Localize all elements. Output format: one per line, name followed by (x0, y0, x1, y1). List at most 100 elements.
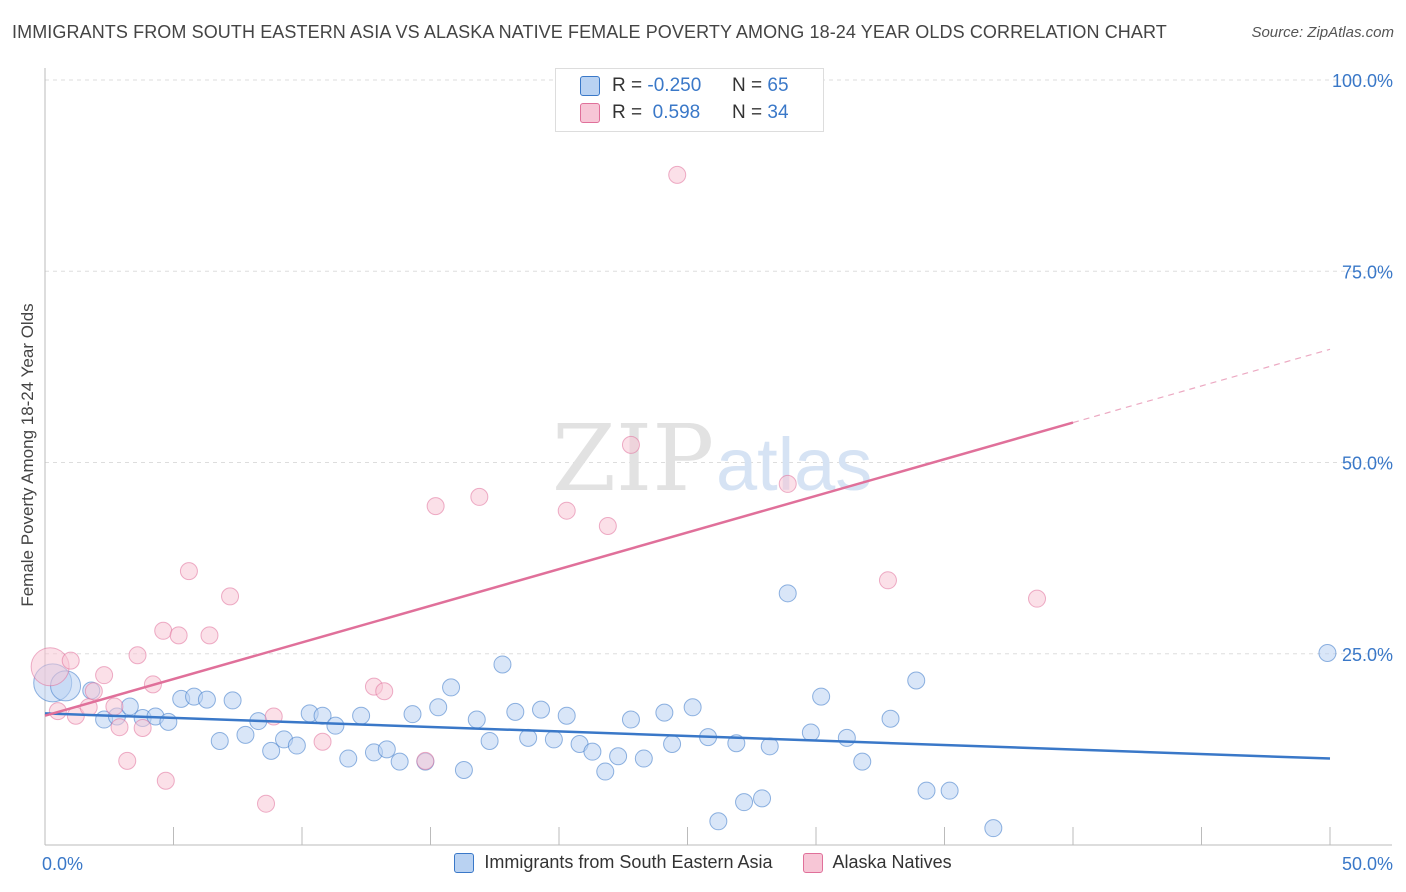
data-point (778, 584, 797, 603)
legend-n-value: 34 (767, 102, 789, 123)
data-point (1318, 643, 1337, 662)
watermark-atlas: atlas (716, 423, 872, 506)
data-point (596, 762, 615, 781)
trend-lines (44, 348, 1331, 760)
data-point (881, 709, 900, 728)
legend-n-label: N = (732, 75, 763, 96)
legend-swatch-blue (580, 76, 600, 96)
data-point (583, 742, 602, 761)
data-point (236, 725, 255, 744)
y-tick-label: 50.0% (1342, 454, 1393, 474)
data-point (493, 655, 512, 674)
legend-r-label: R = (612, 102, 643, 123)
data-point (519, 728, 538, 747)
data-point (223, 691, 242, 710)
data-point (133, 718, 152, 737)
data-point (532, 700, 551, 719)
legend-swatch-pink (802, 852, 823, 873)
data-point (95, 666, 114, 685)
legend-r-value: -0.250 (647, 75, 702, 96)
y-tick-label: 100.0% (1332, 71, 1393, 91)
legend-label: Immigrants from South Eastern Asia (484, 852, 773, 872)
data-point (159, 712, 178, 731)
data-point (375, 682, 394, 701)
data-point (778, 474, 797, 493)
trend-line-alaska (44, 421, 1074, 717)
data-point (760, 737, 779, 756)
data-point (454, 761, 473, 780)
legend-row-alaska: R = 0.598 N = 34 (580, 100, 789, 126)
data-point (169, 626, 188, 645)
data-point (621, 435, 640, 454)
legend-item-alaska[interactable]: Alaska Natives (802, 852, 952, 873)
data-point (907, 671, 926, 690)
data-point (598, 516, 617, 535)
data-point (179, 562, 198, 581)
data-point (634, 749, 653, 768)
data-point (470, 487, 489, 506)
data-point (84, 682, 103, 701)
data-point (118, 751, 137, 770)
data-point (105, 697, 124, 716)
data-point (557, 501, 576, 520)
data-point (544, 730, 563, 749)
data-point (812, 687, 831, 706)
data-point (753, 789, 772, 808)
data-point (709, 812, 728, 831)
data-point (609, 747, 628, 766)
data-point (506, 702, 525, 721)
series-legend: Immigrants from South Eastern Asia Alask… (0, 852, 1406, 873)
data-point (837, 728, 856, 747)
series-immigrants-points (33, 584, 1337, 838)
data-point (403, 705, 422, 724)
legend-item-immigrants[interactable]: Immigrants from South Eastern Asia (454, 852, 773, 873)
x-tick-label: 50.0% (1342, 854, 1393, 874)
data-point (426, 497, 445, 516)
data-point (262, 741, 281, 760)
data-point (1028, 589, 1047, 608)
data-point (984, 819, 1003, 838)
legend-swatch-blue (454, 852, 475, 873)
legend-swatch-pink (580, 103, 600, 123)
data-point (416, 751, 435, 770)
trend-line-immigrants (44, 712, 1331, 760)
data-point (200, 626, 219, 645)
chart-title: IMMIGRANTS FROM SOUTH EASTERN ASIA VS AL… (12, 22, 1167, 42)
watermark-zip: ZIP (552, 405, 714, 512)
data-point (210, 731, 229, 750)
legend-n-value: 65 (767, 75, 789, 96)
data-point (480, 731, 499, 750)
data-point (287, 736, 306, 755)
data-point (467, 710, 486, 729)
data-point (154, 621, 173, 640)
legend-r-value: 0.598 (652, 102, 701, 123)
data-point (352, 706, 371, 725)
data-point (621, 710, 640, 729)
grid-lines (45, 79, 1392, 655)
watermark: ZIP atlas (552, 405, 872, 512)
data-point (853, 752, 872, 771)
y-tick-label: 75.0% (1342, 262, 1393, 282)
y-tick-label: 25.0% (1342, 645, 1393, 665)
data-point (313, 732, 332, 751)
data-point (878, 571, 897, 590)
data-point (917, 781, 936, 800)
data-point (668, 165, 687, 184)
correlation-legend: R = -0.250 N = 65 R = 0.598 N = 34 (555, 68, 824, 132)
data-point (429, 698, 448, 717)
legend-n-label: N = (732, 102, 763, 123)
legend-r-label: R = (612, 75, 643, 96)
data-point (557, 706, 576, 725)
data-point (735, 793, 754, 812)
data-point (377, 740, 396, 759)
data-point (390, 752, 409, 771)
data-point (128, 646, 147, 665)
data-point (339, 749, 358, 768)
data-point (801, 723, 820, 742)
data-point (197, 690, 216, 709)
data-point (257, 794, 276, 813)
data-point (30, 647, 70, 687)
source-label: Source: ZipAtlas.com (1251, 24, 1394, 41)
trend-line-alaska-extension (1072, 348, 1331, 424)
data-point (110, 718, 129, 737)
